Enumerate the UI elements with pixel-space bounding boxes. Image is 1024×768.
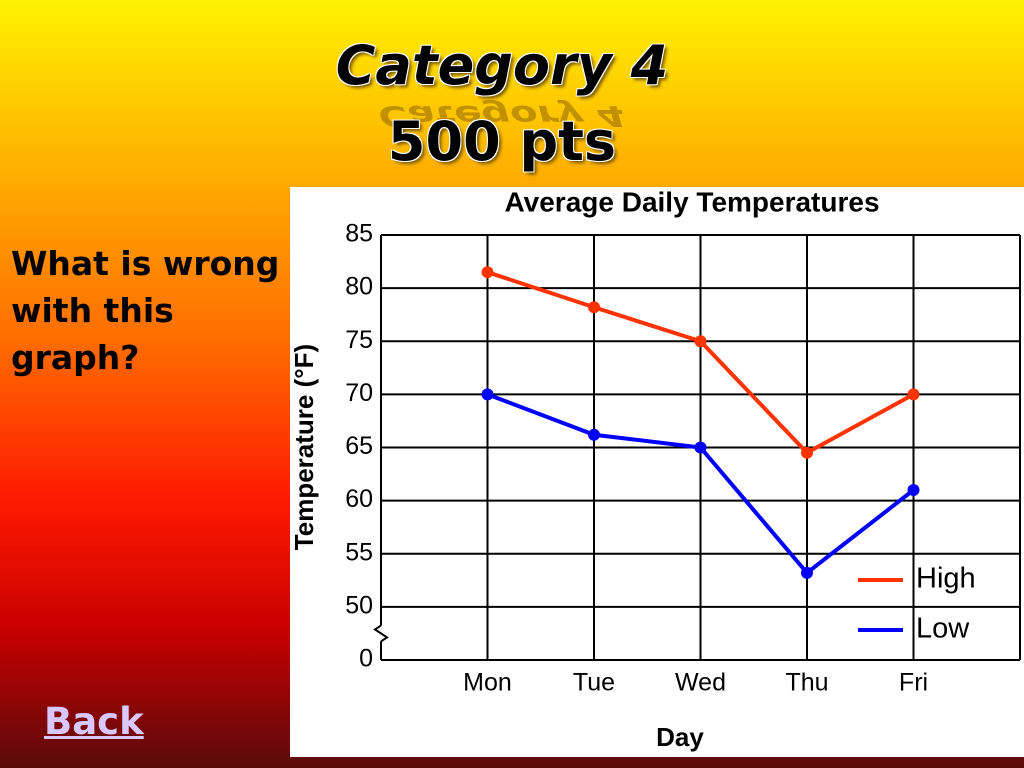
data-point [588,301,600,314]
x-tick-label: Mon [463,669,512,697]
x-tick-label: Fri [899,669,928,697]
chart-panel [290,187,1024,757]
y-tick-label: 75 [345,326,373,354]
y-tick-label: 65 [345,432,373,460]
x-tick-label: Tue [573,669,615,697]
x-tick-label: Thu [785,669,828,697]
x-axis-label: Day [656,722,704,752]
slide-points: 500 pts [387,110,617,173]
data-point [907,484,920,496]
back-link[interactable]: Back [44,700,144,743]
y-tick-label: 70 [345,379,373,407]
y-tick-label: 60 [345,485,373,513]
legend-label: High [916,563,976,595]
y-tick-label: 50 [345,591,373,619]
data-point [588,428,600,441]
axis-break [373,624,389,643]
data-point [801,566,813,579]
y-tick-label: 55 [345,538,373,566]
y-axis-label: Temperature (°F) [289,344,319,550]
y-tick-label: 80 [345,273,373,301]
question: What is wrong with this graph? [11,244,280,377]
y-tick-label: 0 [359,645,373,673]
legend-label: Low [916,613,970,645]
data-point [907,388,920,401]
chart-title: Average Daily Temperatures [504,186,879,217]
x-tick-label: Wed [675,669,726,697]
slide-title: Category 4 [335,34,669,97]
data-point [481,388,494,401]
data-point [481,266,494,279]
data-point [694,335,707,348]
y-tick-label: 85 [345,220,373,248]
data-point [801,446,813,459]
data-point [694,441,707,454]
